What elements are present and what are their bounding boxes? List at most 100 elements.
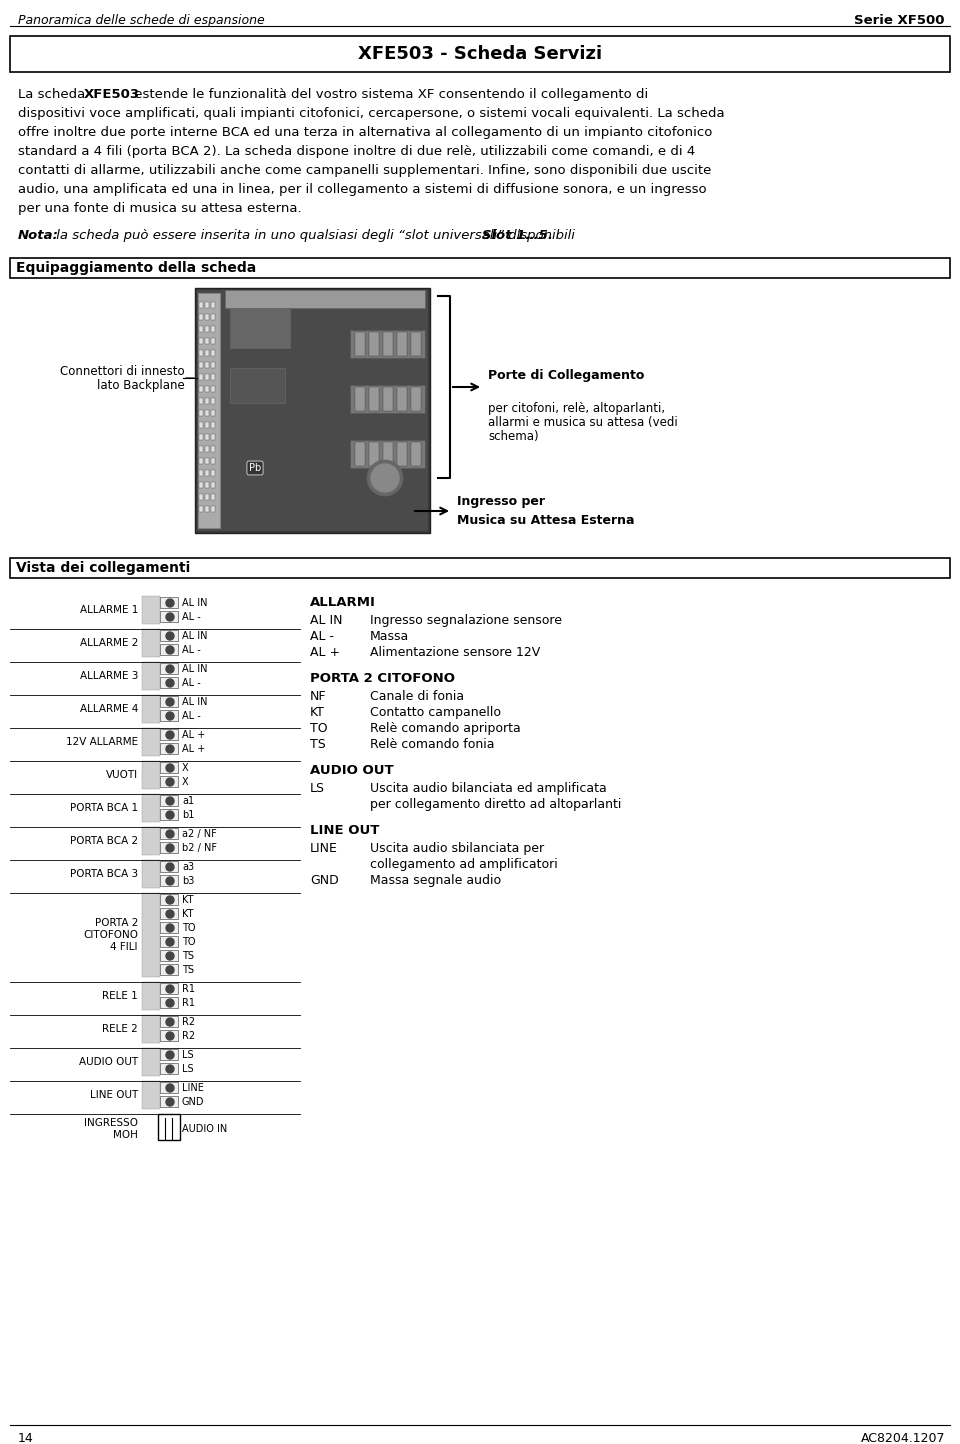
Text: Serie XF500: Serie XF500	[854, 14, 945, 27]
Text: TO: TO	[310, 722, 327, 735]
Text: Uscita audio bilanciata ed amplificata: Uscita audio bilanciata ed amplificata	[370, 783, 607, 796]
Bar	[160, 996, 178, 1008]
Bar	[199, 338, 203, 344]
Bar	[369, 332, 379, 357]
Bar	[411, 332, 421, 357]
Text: Equipaggiamento della scheda: Equipaggiamento della scheda	[16, 261, 256, 274]
Text: GND: GND	[182, 1097, 204, 1108]
Text: TS: TS	[182, 952, 194, 962]
Circle shape	[166, 999, 174, 1006]
Bar	[397, 387, 407, 412]
Bar	[160, 809, 178, 820]
Bar	[199, 482, 203, 488]
Bar	[160, 936, 178, 947]
Text: LINE OUT: LINE OUT	[310, 825, 379, 838]
Bar	[211, 494, 215, 500]
Text: TS: TS	[182, 965, 194, 975]
Bar	[230, 308, 290, 348]
Bar	[230, 368, 285, 403]
Text: Massa segnale audio: Massa segnale audio	[370, 874, 501, 887]
Bar	[160, 677, 178, 687]
Circle shape	[166, 679, 174, 687]
Text: ALLARME 1: ALLARME 1	[80, 605, 138, 615]
Circle shape	[166, 812, 174, 819]
Circle shape	[166, 985, 174, 993]
Bar	[383, 442, 393, 466]
Text: a1: a1	[182, 796, 194, 806]
Text: Contatto campanello: Contatto campanello	[370, 706, 501, 719]
Text: per una fonte di musica su attesa esterna.: per una fonte di musica su attesa estern…	[18, 202, 301, 215]
Bar	[142, 1048, 160, 1076]
Text: allarmi e musica su attesa (vedi: allarmi e musica su attesa (vedi	[488, 416, 678, 429]
Text: Uscita audio sbilanciata per: Uscita audio sbilanciata per	[370, 842, 544, 855]
Text: Panoramica delle schede di espansione: Panoramica delle schede di espansione	[18, 14, 265, 27]
Bar	[211, 326, 215, 332]
Text: 12V ALLARME: 12V ALLARME	[66, 736, 138, 747]
Bar	[211, 505, 215, 513]
Text: Slot 1…5.: Slot 1…5.	[482, 230, 553, 243]
Bar	[160, 796, 178, 806]
Text: la scheda può essere inserita in uno qualsiasi degli “slot universali” disponibi: la scheda può essere inserita in uno qua…	[52, 230, 579, 243]
Text: TS: TS	[310, 738, 325, 751]
Circle shape	[166, 1066, 174, 1073]
Text: Nota:: Nota:	[18, 230, 59, 243]
Circle shape	[166, 1097, 174, 1106]
Text: AC8204.1207: AC8204.1207	[860, 1432, 945, 1444]
Bar	[205, 482, 209, 488]
Bar	[205, 362, 209, 368]
Circle shape	[367, 461, 403, 495]
Bar	[205, 326, 209, 332]
Bar	[211, 362, 215, 368]
Text: AL IN: AL IN	[310, 614, 343, 627]
Text: Musica su Attesa Esterna: Musica su Attesa Esterna	[457, 514, 635, 527]
Text: PORTA 2 CITOFONO: PORTA 2 CITOFONO	[310, 671, 455, 684]
Bar	[199, 494, 203, 500]
Bar	[211, 386, 215, 391]
Text: a3: a3	[182, 862, 194, 872]
Text: GND: GND	[310, 874, 339, 887]
Circle shape	[371, 464, 399, 492]
Bar	[160, 950, 178, 962]
Text: PORTA BCA 3: PORTA BCA 3	[70, 869, 138, 879]
Circle shape	[166, 745, 174, 752]
Bar	[142, 596, 160, 624]
Bar	[142, 982, 160, 1009]
Bar	[160, 762, 178, 773]
Text: LS: LS	[182, 1050, 194, 1060]
Bar	[160, 827, 178, 839]
Bar	[199, 302, 203, 308]
Bar	[160, 1030, 178, 1041]
Bar	[199, 505, 203, 513]
Bar	[205, 505, 209, 513]
Text: RELE 1: RELE 1	[103, 991, 138, 1001]
Bar	[160, 729, 178, 739]
Text: AL IN: AL IN	[182, 598, 207, 608]
Circle shape	[166, 895, 174, 904]
Text: ALLARME 3: ALLARME 3	[80, 671, 138, 682]
Text: R1: R1	[182, 998, 195, 1008]
Circle shape	[166, 1018, 174, 1027]
Text: a2 / NF: a2 / NF	[182, 829, 217, 839]
Circle shape	[166, 830, 174, 838]
Text: Massa: Massa	[370, 630, 409, 643]
Text: Ingresso per: Ingresso per	[457, 495, 545, 508]
Circle shape	[166, 1032, 174, 1040]
Bar	[205, 313, 209, 321]
Text: KT: KT	[182, 895, 194, 905]
Bar	[160, 1096, 178, 1108]
Bar	[211, 482, 215, 488]
Bar	[160, 875, 178, 887]
Bar	[350, 440, 425, 468]
Text: contatti di allarme, utilizzabili anche come campanelli supplementari. Infine, s: contatti di allarme, utilizzabili anche …	[18, 165, 711, 178]
Circle shape	[166, 843, 174, 852]
Text: audio, una amplificata ed una in linea, per il collegamento a sistemi di diffusi: audio, una amplificata ed una in linea, …	[18, 183, 707, 196]
Bar	[205, 410, 209, 416]
Bar	[160, 630, 178, 641]
Bar	[160, 861, 178, 872]
Bar	[211, 349, 215, 357]
Text: RELE 2: RELE 2	[103, 1024, 138, 1034]
Bar	[160, 1063, 178, 1074]
Circle shape	[166, 939, 174, 946]
Bar	[160, 908, 178, 918]
Bar	[205, 399, 209, 404]
